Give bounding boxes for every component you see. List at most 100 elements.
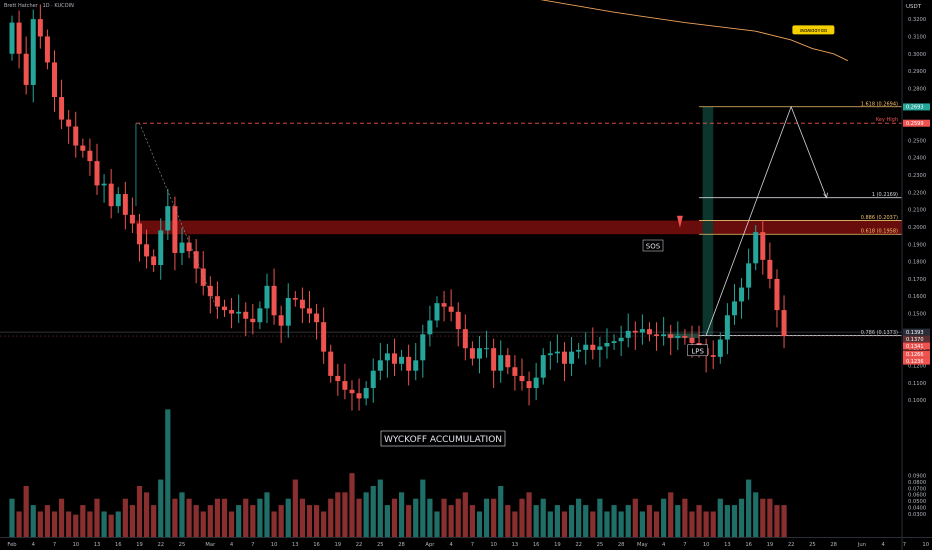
candle-body[interactable]: [101, 183, 107, 186]
candle-body[interactable]: [434, 303, 440, 321]
candle-body[interactable]: [413, 360, 419, 371]
candle-body[interactable]: [767, 259, 773, 279]
candle-body[interactable]: [583, 344, 589, 350]
candle-body[interactable]: [356, 393, 362, 399]
candle-body[interactable]: [512, 367, 518, 376]
candle-body[interactable]: [399, 356, 405, 364]
candle-body[interactable]: [328, 351, 334, 376]
candle-body[interactable]: [406, 356, 412, 371]
candle-body[interactable]: [505, 355, 511, 368]
candle-body[interactable]: [739, 287, 745, 302]
candle-body[interactable]: [193, 251, 199, 269]
candle-body[interactable]: [491, 348, 497, 371]
candle-body[interactable]: [186, 242, 192, 252]
candle-body[interactable]: [731, 301, 737, 316]
candle-body[interactable]: [37, 19, 43, 37]
candle-body[interactable]: [370, 370, 376, 389]
candle-body[interactable]: [250, 318, 256, 323]
candle-body[interactable]: [689, 337, 695, 343]
candle-body[interactable]: [214, 296, 220, 307]
candle-body[interactable]: [774, 278, 780, 311]
candle-body[interactable]: [526, 381, 532, 389]
candle-body[interactable]: [306, 308, 312, 314]
candle-body[interactable]: [108, 183, 114, 207]
candle-body[interactable]: [207, 285, 213, 297]
candle-body[interactable]: [547, 353, 553, 356]
candle-body[interactable]: [129, 214, 135, 224]
candle-body[interactable]: [753, 232, 759, 264]
candle-body[interactable]: [724, 315, 730, 340]
candle-body[interactable]: [441, 303, 447, 307]
candle-body[interactable]: [498, 355, 504, 371]
candle-body[interactable]: [292, 297, 298, 300]
candle-body[interactable]: [561, 351, 567, 364]
candle-body[interactable]: [342, 381, 348, 390]
candle-body[interactable]: [576, 349, 582, 352]
candle-body[interactable]: [604, 342, 610, 347]
candle-body[interactable]: [377, 360, 383, 371]
candle-body[interactable]: [448, 306, 454, 312]
candle-body[interactable]: [639, 329, 645, 333]
candle-body[interactable]: [158, 230, 164, 266]
candle-body[interactable]: [122, 194, 128, 215]
candle-body[interactable]: [80, 145, 86, 151]
candle-body[interactable]: [590, 344, 596, 350]
candle-body[interactable]: [519, 375, 525, 382]
candle-body[interactable]: [710, 355, 716, 357]
candle-body[interactable]: [646, 329, 652, 335]
candle-body[interactable]: [569, 351, 575, 364]
candle-body[interactable]: [781, 310, 787, 337]
candle-body[interactable]: [760, 232, 766, 260]
candle-body[interactable]: [221, 306, 227, 311]
candle-body[interactable]: [469, 348, 475, 359]
candle-body[interactable]: [384, 353, 390, 361]
candle-body[interactable]: [278, 315, 284, 326]
candle-body[interactable]: [9, 22, 15, 54]
candle-body[interactable]: [654, 334, 660, 337]
candle-body[interactable]: [427, 320, 433, 335]
candle-body[interactable]: [144, 244, 150, 257]
candle-body[interactable]: [285, 297, 291, 326]
candle-body[interactable]: [115, 194, 121, 207]
candle-body[interactable]: [625, 330, 631, 338]
candle-body[interactable]: [618, 337, 624, 342]
candle-body[interactable]: [476, 348, 482, 359]
candle-body[interactable]: [349, 389, 355, 394]
candle-body[interactable]: [264, 285, 270, 309]
candle-body[interactable]: [257, 308, 263, 323]
candle-body[interactable]: [299, 299, 305, 309]
candle-body[interactable]: [229, 310, 235, 314]
candle-body[interactable]: [321, 322, 327, 352]
candle-body[interactable]: [314, 313, 320, 323]
candle-body[interactable]: [540, 355, 546, 378]
candle-body[interactable]: [44, 36, 50, 63]
candle-body[interactable]: [391, 353, 397, 364]
candle-body[interactable]: [236, 311, 242, 314]
candle-body[interactable]: [59, 97, 65, 120]
candle-body[interactable]: [94, 161, 100, 186]
candle-body[interactable]: [16, 22, 22, 54]
candle-body[interactable]: [611, 341, 617, 343]
candle-body[interactable]: [363, 388, 369, 399]
candle-body[interactable]: [632, 330, 638, 333]
candle-body[interactable]: [51, 62, 57, 98]
candle-body[interactable]: [200, 268, 206, 286]
candle-body[interactable]: [23, 53, 29, 85]
candle-body[interactable]: [73, 126, 79, 146]
candle-body[interactable]: [462, 329, 468, 349]
candle-body[interactable]: [746, 263, 752, 288]
candle-body[interactable]: [151, 256, 157, 266]
candle-body[interactable]: [136, 223, 142, 245]
candle-body[interactable]: [597, 346, 603, 350]
candle-body[interactable]: [243, 311, 249, 319]
candle-body[interactable]: [533, 377, 539, 389]
candle-body[interactable]: [661, 334, 667, 337]
candle-body[interactable]: [484, 348, 490, 350]
candle-body[interactable]: [179, 242, 185, 253]
candle-body[interactable]: [271, 285, 277, 316]
candle-body[interactable]: [172, 206, 178, 253]
candle-body[interactable]: [675, 336, 681, 338]
candle-body[interactable]: [682, 336, 688, 338]
candle-body[interactable]: [717, 339, 723, 357]
